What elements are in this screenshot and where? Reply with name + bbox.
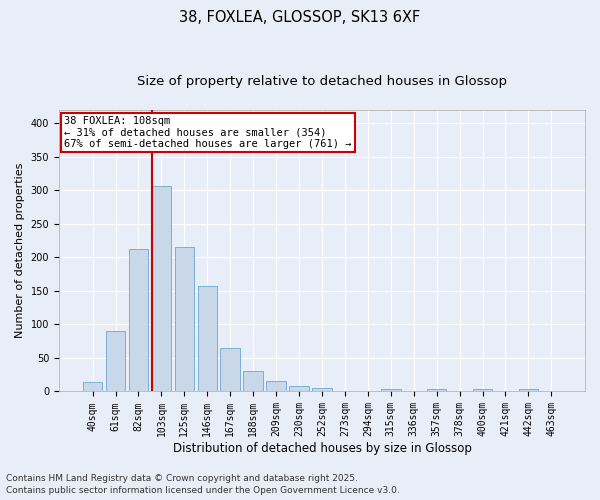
Bar <box>289 386 309 392</box>
Title: Size of property relative to detached houses in Glossop: Size of property relative to detached ho… <box>137 75 507 88</box>
Bar <box>542 391 561 392</box>
Bar <box>266 382 286 392</box>
Bar <box>220 348 240 392</box>
Y-axis label: Number of detached properties: Number of detached properties <box>15 163 25 338</box>
Bar <box>335 391 355 392</box>
Bar <box>381 390 401 392</box>
Bar <box>244 372 263 392</box>
Text: 38, FOXLEA, GLOSSOP, SK13 6XF: 38, FOXLEA, GLOSSOP, SK13 6XF <box>179 10 421 25</box>
Bar <box>427 390 446 392</box>
Bar <box>175 246 194 392</box>
Bar <box>312 388 332 392</box>
Bar <box>473 389 492 392</box>
Text: Contains HM Land Registry data © Crown copyright and database right 2025.
Contai: Contains HM Land Registry data © Crown c… <box>6 474 400 495</box>
X-axis label: Distribution of detached houses by size in Glossop: Distribution of detached houses by size … <box>173 442 472 455</box>
Bar <box>128 248 148 392</box>
Bar <box>518 389 538 392</box>
Bar <box>83 382 103 392</box>
Bar <box>106 331 125 392</box>
Bar <box>152 186 171 392</box>
Text: 38 FOXLEA: 108sqm
← 31% of detached houses are smaller (354)
67% of semi-detache: 38 FOXLEA: 108sqm ← 31% of detached hous… <box>64 116 352 149</box>
Bar <box>197 286 217 392</box>
